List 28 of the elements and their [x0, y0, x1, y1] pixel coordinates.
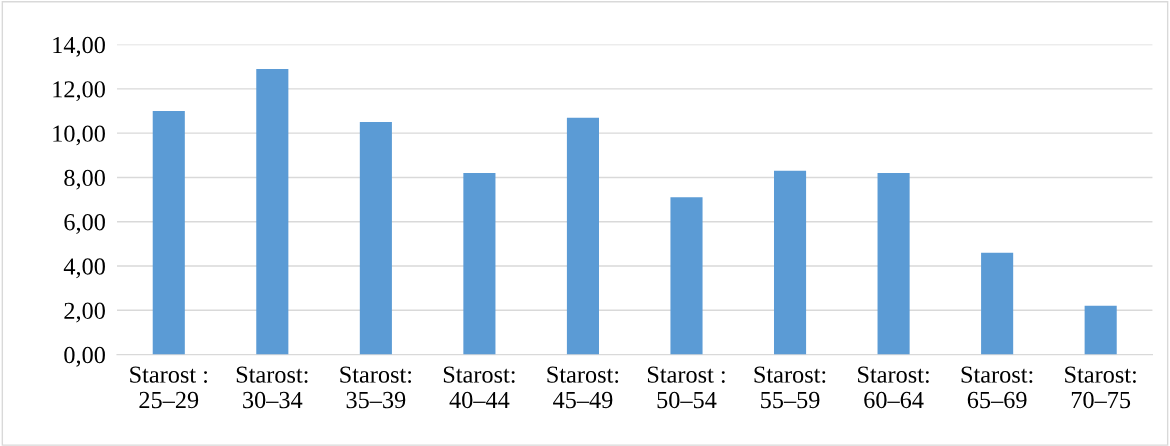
y-tick-label: 8,00: [64, 169, 105, 190]
bar: [1084, 305, 1117, 355]
y-tick-label: 6,00: [64, 214, 105, 234]
bar: [670, 197, 703, 355]
x-tick-label: Starost: 55–59: [754, 366, 826, 409]
y-tick-label: 2,00: [64, 302, 105, 323]
x-tick-label: Starost: 30–34: [236, 366, 308, 409]
x-tick-label: Starost : 25–29: [130, 366, 207, 409]
bar: [566, 117, 599, 355]
bar: [463, 173, 496, 355]
y-tick-label: 10,00: [53, 125, 105, 146]
x-tick-label: Starost: 35–39: [340, 366, 412, 409]
bar: [256, 68, 289, 355]
x-tick-label: Starost: 45–49: [547, 366, 619, 409]
bar: [981, 252, 1014, 355]
y-tick-label: 14,00: [53, 36, 105, 57]
bar: [773, 170, 807, 355]
y-tick-label: 0,00: [64, 346, 105, 367]
x-tick-label: Starost : 50–54: [647, 366, 725, 409]
bar: [359, 122, 392, 355]
bar: [152, 111, 185, 355]
x-tick-label: Starost: 60–64: [858, 366, 929, 409]
x-tick-label: Starost: 40–44: [443, 366, 515, 409]
y-tick-label: 4,00: [63, 258, 105, 279]
y-tick-label: 12,00: [53, 81, 105, 102]
bar: [877, 173, 910, 355]
x-tick-label: Starost: 70–75: [1065, 366, 1136, 409]
x-tick-label: Starost: 65–69: [961, 366, 1033, 409]
